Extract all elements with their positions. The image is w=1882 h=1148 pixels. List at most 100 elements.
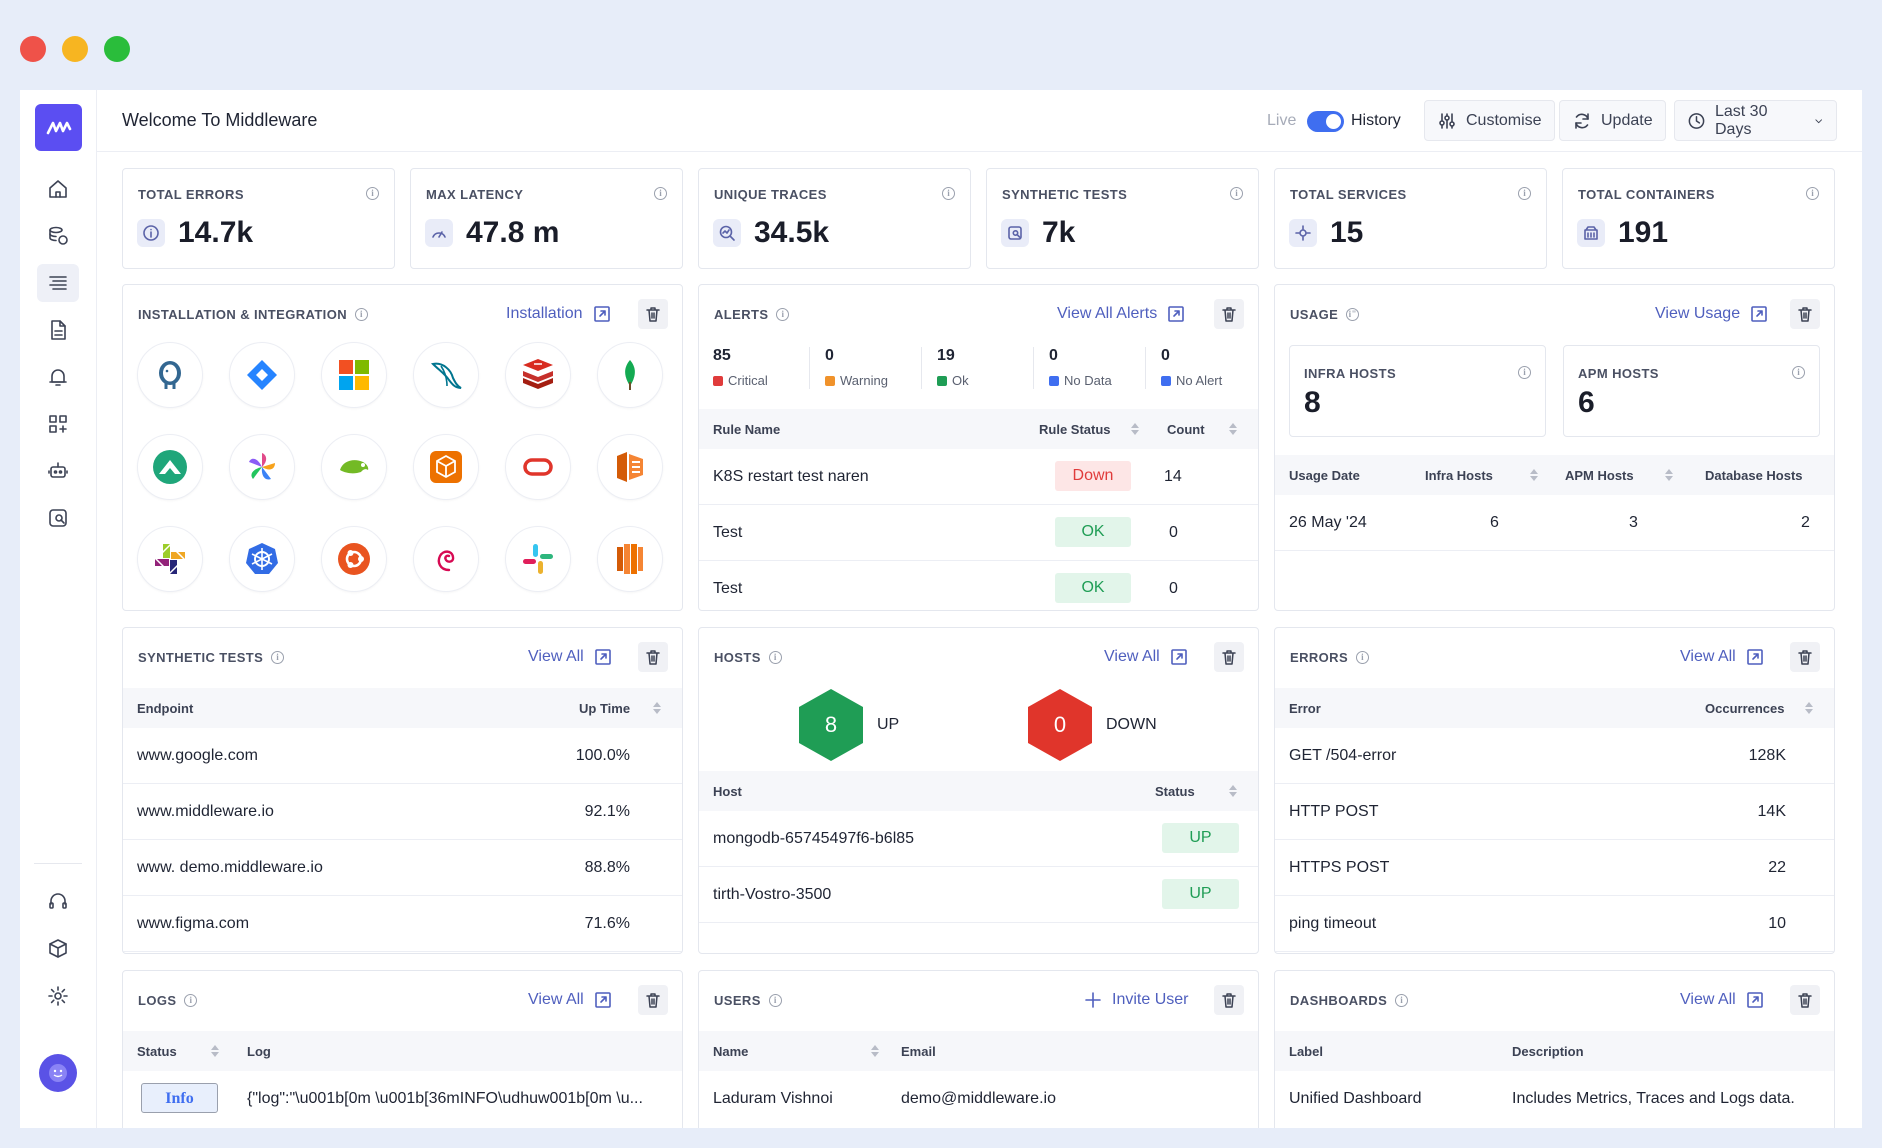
delete-panel-button[interactable] — [1790, 299, 1820, 329]
table-row[interactable]: Unified Dashboard Includes Metrics, Trac… — [1275, 1071, 1834, 1127]
invite-user-button[interactable]: Invite User — [1084, 991, 1188, 1009]
column-host[interactable]: Host — [713, 784, 742, 799]
table-row[interactable]: ping timeout 10 — [1275, 896, 1834, 952]
sort-icon[interactable] — [871, 1043, 879, 1059]
document-icon[interactable] — [37, 311, 79, 349]
table-row[interactable]: GET /504-error 128K — [1275, 728, 1834, 784]
column-up-time[interactable]: Up Time — [579, 701, 631, 716]
package-icon[interactable] — [37, 930, 79, 968]
column-usage-date[interactable]: Usage Date — [1289, 468, 1360, 483]
opensuse-icon[interactable] — [321, 434, 387, 500]
table-row[interactable]: mongodb-65745497f6-b6l85 UP — [699, 811, 1258, 867]
stat-total-containers[interactable]: TOTAL CONTAINERS i 191 — [1562, 168, 1835, 269]
stat-total-errors[interactable]: TOTAL ERRORS i 14.7k — [122, 168, 395, 269]
info-icon[interactable]: i — [1230, 187, 1243, 200]
synthetics-icon[interactable] — [37, 499, 79, 537]
infrastructure-icon[interactable] — [37, 217, 79, 255]
sort-icon[interactable] — [653, 700, 661, 716]
info-icon[interactable]: i — [271, 651, 285, 664]
column-infra-hosts[interactable]: Infra Hosts — [1425, 468, 1493, 483]
aws-package-icon[interactable] — [413, 434, 479, 500]
column-error[interactable]: Error — [1289, 701, 1321, 716]
dashboard-builder-icon[interactable] — [37, 405, 79, 443]
column-description[interactable]: Description — [1512, 1044, 1584, 1059]
view-all-errors-link[interactable]: View All — [1680, 648, 1764, 666]
view-all-dashboards-link[interactable]: View All — [1680, 991, 1764, 1009]
info-icon[interactable]: i — [1792, 366, 1805, 379]
settings-icon[interactable] — [37, 977, 79, 1015]
history-label[interactable]: History — [1351, 112, 1401, 129]
table-row[interactable]: Test OK 0 — [699, 561, 1258, 610]
delete-panel-button[interactable] — [1214, 299, 1244, 329]
rancher-icon[interactable] — [137, 434, 203, 500]
table-row[interactable]: tirth-Vostro-3500 UP — [699, 867, 1258, 923]
debian-icon[interactable] — [413, 526, 479, 592]
column-log[interactable]: Log — [247, 1044, 271, 1059]
column-status[interactable]: Status — [137, 1044, 177, 1059]
view-usage-link[interactable]: View Usage — [1655, 305, 1768, 323]
sort-icon[interactable] — [1530, 467, 1538, 483]
table-row[interactable]: Laduram Vishnoi demo@middleware.io — [699, 1071, 1258, 1127]
stat-unique-traces[interactable]: UNIQUE TRACES i 34.5k — [698, 168, 971, 269]
stat-max-latency[interactable]: MAX LATENCY i 47.8 m — [410, 168, 683, 269]
view-all-logs-link[interactable]: View All — [528, 991, 612, 1009]
jira-icon[interactable] — [229, 342, 295, 408]
sort-icon[interactable] — [1805, 700, 1813, 716]
live-history-toggle[interactable] — [1307, 111, 1344, 132]
sort-icon[interactable] — [211, 1043, 219, 1059]
delete-panel-button[interactable] — [638, 642, 668, 672]
installation-link[interactable]: Installation — [506, 305, 611, 323]
live-label[interactable]: Live — [1267, 112, 1297, 129]
middleware-logo[interactable] — [35, 104, 82, 151]
hosts-down-hexagon[interactable]: 0 — [1028, 689, 1092, 761]
alerts-icon[interactable] — [37, 358, 79, 396]
sort-icon[interactable] — [1131, 421, 1139, 437]
info-icon[interactable]: i — [366, 187, 379, 200]
column-status[interactable]: Status — [1155, 784, 1195, 799]
kubernetes-pinwheel-icon[interactable] — [229, 434, 295, 500]
info-icon[interactable]: i — [1518, 187, 1531, 200]
delete-panel-button[interactable] — [638, 299, 668, 329]
table-row[interactable]: www. demo.middleware.io 88.8% — [123, 840, 682, 896]
column-occurrences[interactable]: Occurrences — [1705, 701, 1785, 716]
customise-button[interactable]: Customise — [1424, 100, 1555, 141]
date-range-select[interactable]: Last 30 Days — [1674, 100, 1837, 141]
aws-ecs-icon[interactable] — [597, 434, 663, 500]
table-row[interactable]: www.figma.com 71.6% — [123, 896, 682, 952]
table-row[interactable]: K8S restart test naren Down 14 — [699, 449, 1258, 505]
support-icon[interactable] — [37, 883, 79, 921]
delete-panel-button[interactable] — [1214, 642, 1244, 672]
slack-icon[interactable] — [505, 526, 571, 592]
minimize-window-button[interactable] — [62, 36, 88, 62]
table-row[interactable]: www.middleware.io 92.1% — [123, 784, 682, 840]
user-avatar[interactable] — [39, 1054, 77, 1092]
view-all-hosts-link[interactable]: View All — [1104, 648, 1188, 666]
aws-lambda-icon[interactable] — [597, 526, 663, 592]
sort-icon[interactable] — [1229, 421, 1237, 437]
table-row[interactable]: HTTP POST 14K — [1275, 784, 1834, 840]
maximize-window-button[interactable] — [104, 36, 130, 62]
kubernetes-icon[interactable] — [229, 526, 295, 592]
table-row[interactable]: Info {"log":"\u001b[0m \u001b[36mINFO\ud… — [123, 1071, 682, 1127]
info-icon[interactable]: i — [1806, 187, 1819, 200]
view-all-alerts-link[interactable]: View All Alerts — [1057, 305, 1185, 323]
delete-panel-button[interactable] — [1214, 985, 1244, 1015]
microsoft-icon[interactable] — [321, 342, 387, 408]
close-window-button[interactable] — [20, 36, 46, 62]
table-row[interactable]: www.google.com 100.0% — [123, 728, 682, 784]
table-row[interactable]: Test OK 0 — [699, 505, 1258, 561]
column-apm-hosts[interactable]: APM Hosts — [1565, 468, 1634, 483]
oracle-icon[interactable] — [505, 434, 571, 500]
info-icon[interactable]: i" — [1346, 308, 1360, 321]
delete-panel-button[interactable] — [1790, 985, 1820, 1015]
apm-hosts-card[interactable]: APM HOSTS i 6 — [1563, 345, 1820, 437]
column-endpoint[interactable]: Endpoint — [137, 701, 194, 716]
column-email[interactable]: Email — [901, 1044, 936, 1059]
column-count[interactable]: Count — [1167, 422, 1205, 437]
centos-icon[interactable] — [137, 526, 203, 592]
delete-panel-button[interactable] — [638, 985, 668, 1015]
infra-hosts-card[interactable]: INFRA HOSTS i 8 — [1289, 345, 1546, 437]
info-icon[interactable]: i — [355, 308, 368, 321]
column-rule-status[interactable]: Rule Status — [1039, 422, 1111, 437]
logs-icon[interactable] — [37, 264, 79, 302]
